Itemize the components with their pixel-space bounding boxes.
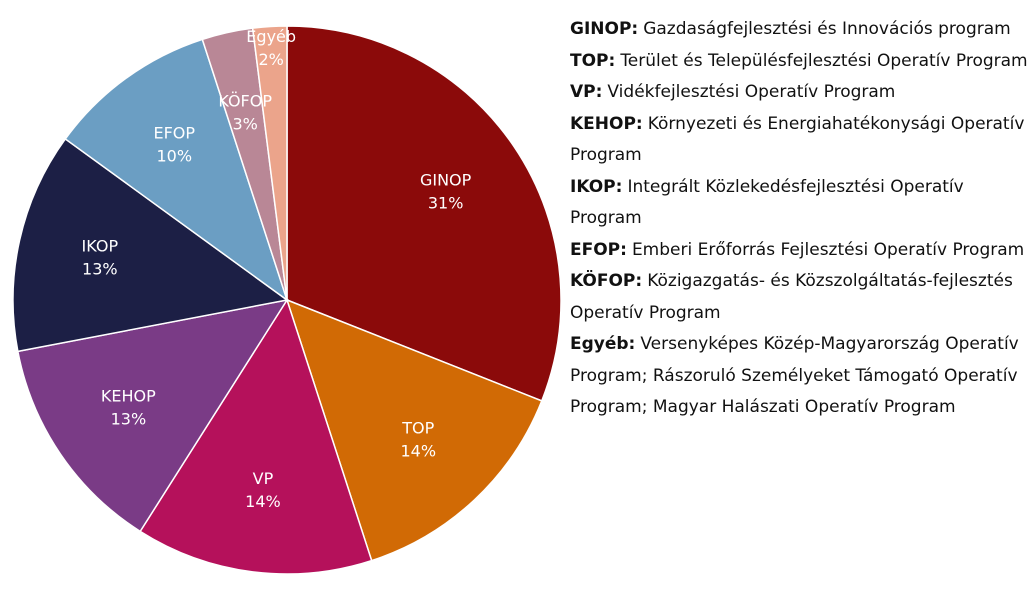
pie-slice xyxy=(16,298,289,533)
note-text: Környezeti és Energiahatékonysági Operat… xyxy=(570,113,1025,166)
slice-value: 31% xyxy=(428,194,464,213)
slice-label: GINOP xyxy=(420,171,472,190)
pie-slice xyxy=(139,298,373,575)
note: IKOP: Integrált Közlekedésfejlesztési Ope… xyxy=(570,172,1032,235)
note-term: IKOP: xyxy=(570,176,623,197)
slice-value: 13% xyxy=(111,409,147,428)
note: VP: Vidékfejlesztési Operatív Program xyxy=(570,77,1032,109)
note-term: EFOP: xyxy=(570,239,627,260)
note-term: VP: xyxy=(570,82,603,102)
slice-label: EFOP xyxy=(153,123,195,142)
slice-value: 2% xyxy=(258,50,283,69)
pie-slice xyxy=(251,25,288,301)
pie-slice xyxy=(64,38,289,302)
pie-slice xyxy=(286,25,562,402)
note-text: Közigazgatás- és Közszolgáltatás-fejlesz… xyxy=(570,271,1013,323)
note-term: Egyéb: xyxy=(570,334,636,354)
note-term: GINOP: xyxy=(570,19,639,39)
note-text: Emberi Erőforrás Fejlesztési Operatív Pr… xyxy=(631,239,1025,260)
slice-value: 10% xyxy=(156,146,192,165)
note-term: TOP: xyxy=(570,50,616,71)
slice-label: VP xyxy=(253,469,274,488)
note: TOP: Terület és Településfejlesztési Oper… xyxy=(570,46,1032,78)
note-text: Vidékfejlesztési Operatív Program xyxy=(607,82,896,102)
note: KEHOP: Környezeti és Energiahatékonysági … xyxy=(570,109,1032,172)
pie-slice xyxy=(12,137,289,353)
slice-value: 14% xyxy=(401,441,437,460)
note: EFOP: Emberi Erőforrás Fejlesztési Operat… xyxy=(570,235,1032,267)
slice-label: TOP xyxy=(401,418,434,437)
note-text: Gazdaságfejlesztési és Innovációs progra… xyxy=(643,19,1011,39)
note: KÖFOP: Közigazgatás- és Közszolgáltatás-f… xyxy=(570,266,1032,329)
note-text: Terület és Településfejlesztési Operatív… xyxy=(620,50,1028,71)
slice-label: KÖFOP xyxy=(218,91,272,110)
chart: GINOP 31% TOP 14% VP 14% KEHOP 13% IKOP 13% EFOP 10… xyxy=(12,25,562,575)
note-text: Versenyképes Közép-Magyarország Operatív… xyxy=(570,334,1019,417)
note-text: Integrált Közlekedésfejlesztési Operatív… xyxy=(570,176,964,229)
slice-value: 13% xyxy=(82,260,118,279)
slice-value: 3% xyxy=(232,114,257,133)
note-term: KEHOP: xyxy=(570,113,643,134)
note: GINOP: Gazdaságfejlesztési és Innovációs … xyxy=(570,14,1032,46)
note: Egyéb: Versenyképes Közép-Magyarország Op… xyxy=(570,329,1032,424)
slice-label: IKOP xyxy=(82,237,119,256)
legend-notes: GINOP: Gazdaságfejlesztési és Innovációs … xyxy=(570,14,1032,424)
slice-value: 14% xyxy=(245,492,281,511)
slice-label: KEHOP xyxy=(101,386,156,405)
slice-label: Egyéb xyxy=(246,27,296,46)
note-term: KÖFOP: xyxy=(570,271,643,291)
